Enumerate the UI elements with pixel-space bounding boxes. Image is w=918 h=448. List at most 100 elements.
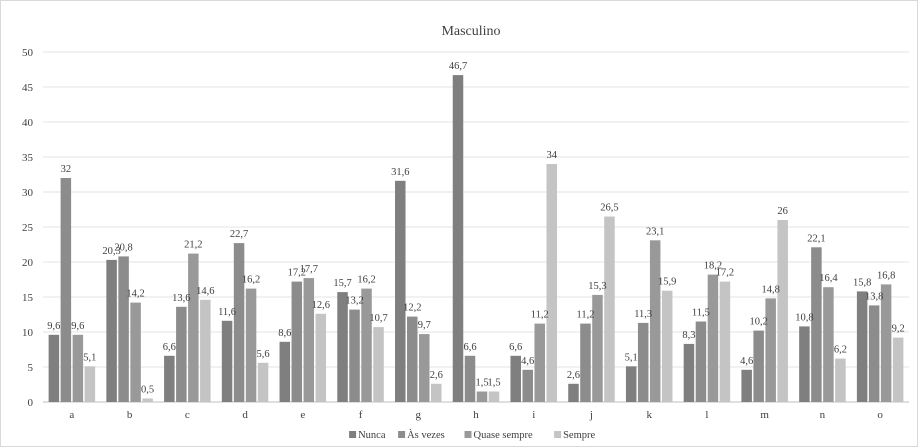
bar bbox=[188, 253, 199, 402]
bar bbox=[291, 281, 303, 402]
y-axis-ticks: 0 5 10 15 20 25 30 35 40 45 50 bbox=[22, 47, 34, 409]
bar bbox=[799, 326, 810, 402]
bar bbox=[868, 305, 880, 402]
y-tick-label: 35 bbox=[22, 152, 34, 164]
bar bbox=[233, 243, 245, 402]
bar bbox=[546, 164, 557, 402]
bar bbox=[48, 334, 60, 402]
legend-swatch bbox=[349, 431, 357, 438]
bar bbox=[419, 334, 430, 402]
data-label: 6,6 bbox=[163, 342, 176, 353]
x-tick-label: i bbox=[532, 409, 535, 421]
bar bbox=[637, 322, 649, 402]
data-label: 46,7 bbox=[449, 61, 467, 72]
data-label: 4,6 bbox=[740, 356, 753, 367]
bar bbox=[118, 256, 129, 402]
data-label: 10,8 bbox=[795, 312, 813, 323]
data-label: 26 bbox=[777, 206, 788, 217]
x-axis-ticks: a b c d e f g h i j k l m n o bbox=[69, 409, 883, 421]
bar bbox=[431, 383, 442, 402]
data-label: 13,2 bbox=[345, 296, 363, 307]
data-label: 32 bbox=[61, 164, 72, 175]
bar bbox=[303, 278, 315, 402]
bar bbox=[592, 294, 603, 402]
data-label: 15,9 bbox=[658, 277, 676, 288]
data-label: 14,2 bbox=[126, 289, 144, 300]
bar bbox=[835, 358, 846, 402]
y-tick-label: 30 bbox=[22, 187, 34, 199]
bar bbox=[510, 355, 521, 402]
legend-swatch bbox=[398, 431, 406, 438]
data-label: 22,1 bbox=[807, 233, 825, 244]
legend-label: Quase sempre bbox=[474, 430, 534, 441]
bar bbox=[568, 383, 579, 402]
data-label: 9,7 bbox=[418, 320, 431, 331]
bar bbox=[257, 362, 269, 402]
bar bbox=[60, 178, 72, 402]
x-tick-label: m bbox=[760, 409, 769, 421]
bar bbox=[176, 306, 187, 402]
bar bbox=[221, 320, 233, 402]
data-label: 9,6 bbox=[71, 321, 84, 332]
x-tick-label: e bbox=[300, 409, 305, 421]
data-label: 14,6 bbox=[196, 286, 214, 297]
x-tick-label: l bbox=[705, 409, 708, 421]
bar bbox=[823, 287, 834, 402]
data-label: 34 bbox=[546, 150, 557, 161]
bar bbox=[695, 321, 707, 402]
bar bbox=[625, 366, 637, 402]
x-tick-label: k bbox=[646, 409, 652, 421]
data-label: 16,2 bbox=[242, 275, 260, 286]
data-label: 15,8 bbox=[853, 277, 871, 288]
bar bbox=[534, 323, 545, 402]
bar bbox=[279, 341, 291, 402]
y-tick-label: 10 bbox=[22, 327, 34, 339]
data-label: 16,2 bbox=[357, 275, 375, 286]
data-label: 13,6 bbox=[172, 293, 190, 304]
x-tick-label: c bbox=[185, 409, 190, 421]
data-label: 14,8 bbox=[761, 284, 779, 295]
data-label: 8,3 bbox=[682, 330, 695, 341]
bar bbox=[164, 355, 175, 402]
data-label: 17,2 bbox=[288, 268, 306, 279]
bar bbox=[464, 355, 476, 402]
data-label: 11,2 bbox=[576, 310, 594, 321]
y-tick-label: 50 bbox=[22, 47, 34, 59]
bar bbox=[373, 327, 384, 402]
data-label: 17,7 bbox=[300, 264, 318, 275]
gridlines bbox=[43, 51, 909, 403]
y-tick-label: 20 bbox=[22, 257, 34, 269]
bar bbox=[142, 398, 153, 402]
x-tick-label: f bbox=[359, 409, 363, 421]
data-label: 1,5 bbox=[475, 378, 488, 389]
x-tick-label: d bbox=[242, 409, 248, 421]
x-tick-label: o bbox=[877, 409, 883, 421]
data-label: 0,5 bbox=[141, 385, 154, 396]
y-tick-label: 5 bbox=[28, 362, 34, 374]
legend-swatch bbox=[464, 431, 472, 438]
bar bbox=[741, 369, 752, 402]
data-label: 5,1 bbox=[83, 352, 96, 363]
x-tick-label: n bbox=[820, 409, 826, 421]
data-label: 5,6 bbox=[257, 349, 270, 360]
legend: Nunca Às vezes Quase sempre Sempre bbox=[349, 429, 596, 441]
legend-label: Às vezes bbox=[407, 429, 445, 441]
data-label: 15,7 bbox=[333, 278, 351, 289]
x-tick-label: h bbox=[473, 409, 479, 421]
data-label: 6,2 bbox=[834, 345, 847, 356]
x-tick-label: g bbox=[416, 409, 422, 421]
data-label: 22,7 bbox=[230, 229, 248, 240]
x-tick-label: a bbox=[69, 409, 74, 421]
bar bbox=[580, 323, 591, 402]
bar bbox=[395, 180, 406, 402]
bar bbox=[604, 216, 615, 402]
bar bbox=[719, 281, 731, 402]
data-label: 31,6 bbox=[391, 167, 409, 178]
bar bbox=[522, 369, 533, 402]
bar bbox=[349, 309, 360, 402]
bar bbox=[407, 316, 418, 402]
bar bbox=[811, 247, 822, 402]
data-label: 2,6 bbox=[567, 370, 580, 381]
bar bbox=[337, 292, 348, 402]
